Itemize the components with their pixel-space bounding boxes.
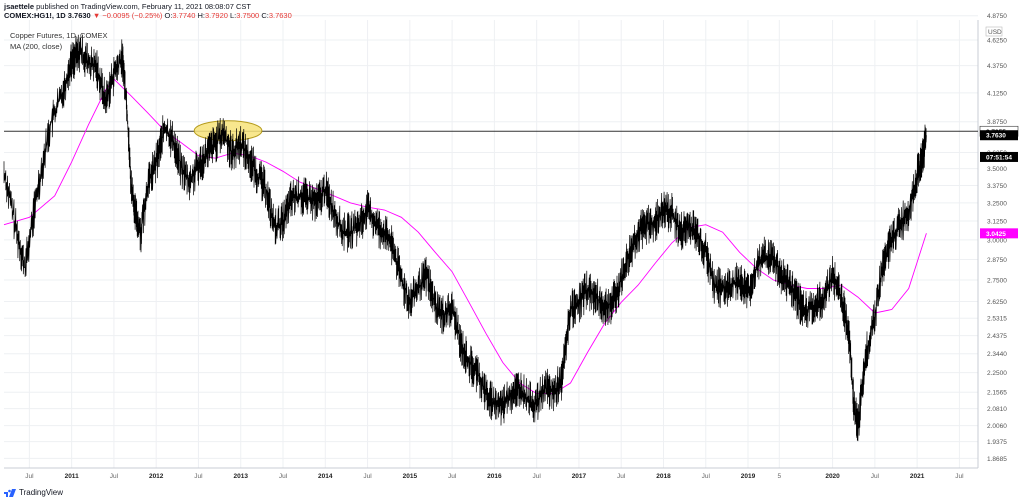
tradingview-logo-icon: [4, 488, 16, 497]
ma-line: [3, 78, 927, 395]
x-tick-label: Jul: [448, 473, 457, 480]
author-name[interactable]: jsaettele: [4, 2, 35, 11]
price-label-box: [980, 151, 1018, 162]
x-tick-label: 2014: [318, 473, 333, 480]
x-tick-label: Jul: [25, 473, 34, 480]
x-tick-label: 2018: [656, 473, 671, 480]
x-tick-label: 2021: [910, 473, 925, 480]
y-tick-label: 2.0060: [987, 423, 1007, 430]
x-tick-label: Jul: [533, 473, 542, 480]
high-label: H:: [197, 11, 205, 20]
y-tick-label: 2.8750: [987, 257, 1007, 264]
legend-ma[interactable]: MA (200, close): [10, 42, 63, 51]
x-tick-label: Jul: [363, 473, 372, 480]
y-tick-label: 2.6250: [987, 299, 1007, 306]
y-tick-label: 2.3440: [987, 351, 1007, 358]
x-tick-label: 2015: [403, 473, 418, 480]
y-tick-label: 2.4375: [987, 333, 1007, 340]
y-tick-label: 1.9375: [987, 439, 1007, 446]
y-tick-label: 3.3750: [987, 183, 1007, 190]
publish-info: published on TradingView.com, February 1…: [36, 2, 251, 11]
plot-area: [3, 34, 978, 442]
low-value: 3.7500: [236, 11, 260, 20]
y-tick-label: 4.6250: [987, 38, 1007, 45]
x-tick-label: Jul: [194, 473, 203, 480]
x-tick-label: 2011: [65, 473, 79, 480]
high-value: 3.7920: [204, 11, 228, 20]
tradingview-logo[interactable]: TradingView: [4, 488, 63, 497]
y-tick-label: 2.2500: [987, 370, 1007, 377]
price-label-box: [980, 130, 1018, 141]
x-tick-label: Jul: [279, 473, 288, 480]
y-tick-label: 4.8750: [987, 13, 1007, 20]
y-tick-label: 3.1250: [987, 218, 1007, 225]
price-label-box: [980, 228, 1018, 239]
down-arrow-icon: ▼: [92, 11, 101, 20]
price-change: −0.0095 (−0.25%): [102, 11, 163, 20]
y-tick-label: 1.8685: [987, 456, 1007, 463]
price-label: 07:51:54: [986, 154, 1012, 161]
chart-legend: Copper Futures, 1D, COMEX MA (200, close…: [10, 30, 108, 52]
y-axis: 4.87504.62504.37504.12503.87503.62503.50…: [977, 13, 1007, 468]
price-label: 3.7630: [986, 133, 1006, 140]
close-value: 3.7630: [268, 11, 292, 20]
x-tick-label: 2017: [572, 473, 587, 480]
x-tick-label: 2016: [487, 473, 502, 480]
y-tick-label: 2.0810: [987, 406, 1007, 413]
price-label: 3.0425: [986, 231, 1006, 238]
x-tick-label: Jul: [702, 473, 711, 480]
last-price: 3.7630: [67, 11, 91, 20]
x-tick-label: 2019: [741, 473, 756, 480]
y-tick-label: 2.5315: [987, 316, 1007, 323]
open-label: O:: [164, 11, 173, 20]
x-tick-label: 5: [777, 473, 781, 480]
y-tick-label: 3.5000: [987, 166, 1007, 173]
x-tick-label: Jul: [955, 473, 964, 480]
legend-series-title[interactable]: Copper Futures, 1D, COMEX: [10, 31, 108, 40]
price-series: [3, 34, 927, 442]
y-tick-label: 2.7500: [987, 277, 1007, 284]
low-label: L:: [230, 11, 237, 20]
x-tick-label: 2020: [825, 473, 840, 480]
x-tick-label: 2013: [234, 473, 249, 480]
y-tick-label: 4.3750: [987, 63, 1007, 70]
y-tick-label: 3.2500: [987, 200, 1007, 207]
chart-header: jsaettele published on TradingView.com, …: [4, 2, 292, 20]
x-tick-label: 2012: [149, 473, 164, 480]
close-label: C:: [261, 11, 269, 20]
open-value: 3.7740: [172, 11, 196, 20]
currency-label: USD: [988, 29, 1002, 36]
currency-box: [985, 26, 1003, 37]
symbol-label[interactable]: COMEX:HG1!, 1D: [4, 11, 66, 20]
x-tick-label: Jul: [871, 473, 880, 480]
x-tick-label: Jul: [110, 473, 119, 480]
x-tick-label: Jul: [617, 473, 626, 480]
y-tick-label: 4.1250: [987, 90, 1007, 97]
x-axis: Jul 2011 Jul 2012 Jul 2013 Jul 2014 Jul 2015 Jul 20…: [4, 467, 978, 480]
y-tick-label: 3.0000: [987, 237, 1007, 244]
y-tick-label: 3.8750: [987, 119, 1007, 126]
y-tick-label: 2.1565: [987, 390, 1007, 397]
tradingview-logo-text: TradingView: [19, 488, 64, 497]
